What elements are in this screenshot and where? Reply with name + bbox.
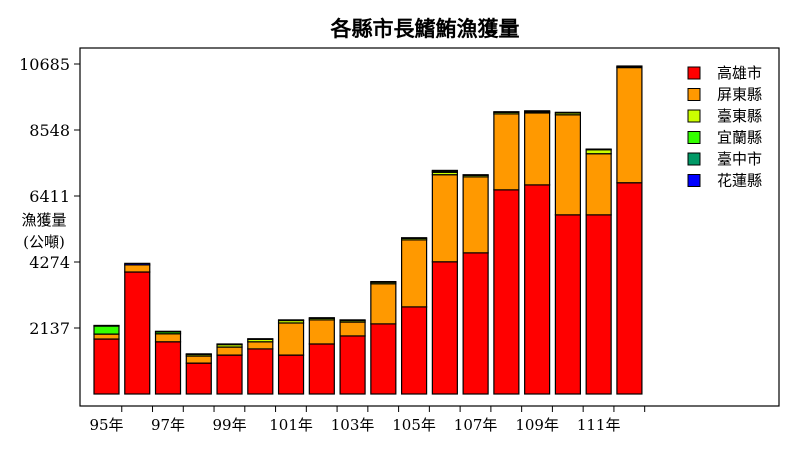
bar-segment-110年-花蓮縣 xyxy=(554,111,582,114)
y-axis-label-line1: 漁獲量 xyxy=(21,211,66,229)
bar-segment-101年-屏東縣 xyxy=(277,322,305,356)
bar-segment-104年-屏東縣 xyxy=(370,283,397,325)
bar-segment-99年-高雄市 xyxy=(216,354,243,395)
bar-segment-106年-花蓮縣 xyxy=(431,169,458,172)
bar-segment-104年-高雄市 xyxy=(370,323,397,395)
y-tick-label: 6411 xyxy=(29,187,70,206)
x-tick-label: 109年 xyxy=(515,416,559,434)
bar-segment-97年-屏東縣 xyxy=(154,333,182,343)
bar-segment-101年-花蓮縣 xyxy=(277,319,305,322)
bar-segment-96年-屏東縣 xyxy=(124,264,151,273)
bar-segment-100年-屏東縣 xyxy=(247,341,274,350)
bar-segment-95年-屏東縣 xyxy=(93,333,120,340)
x-tick-label: 95年 xyxy=(89,416,123,434)
bar-segment-109年-花蓮縣 xyxy=(524,110,551,113)
bar-segment-97年-高雄市 xyxy=(154,341,182,395)
x-tick-label: 97年 xyxy=(151,416,185,434)
legend-label: 臺中市 xyxy=(717,150,762,168)
bar-segment-108年-屏東縣 xyxy=(493,113,520,191)
bar-segment-102年-屏東縣 xyxy=(308,319,335,345)
bar-segment-111年-屏東縣 xyxy=(585,153,612,216)
bar-segment-112年-花蓮縣 xyxy=(616,65,643,68)
bar-segment-107年-花蓮縣 xyxy=(462,174,489,176)
plot-frame xyxy=(79,47,780,407)
bar-segment-97年-花蓮縣 xyxy=(154,330,182,333)
bar-segment-99年-屏東縣 xyxy=(216,346,243,356)
bar-segment-101年-高雄市 xyxy=(277,354,305,395)
bar-segment-99年-花蓮縣 xyxy=(216,343,243,346)
y-tick-label: 8548 xyxy=(29,121,70,140)
bar-segment-95年-宜蘭縣 xyxy=(93,325,120,335)
bar-segment-96年-花蓮縣 xyxy=(124,262,151,266)
bar-segment-111年-花蓮縣 xyxy=(585,148,612,151)
bar-segment-106年-高雄市 xyxy=(431,261,458,395)
y-tick-label: 10685 xyxy=(19,55,70,74)
bar-segment-108年-花蓮縣 xyxy=(493,111,520,113)
x-tick-label: 101年 xyxy=(269,416,313,434)
bar-segment-103年-花蓮縣 xyxy=(339,319,366,322)
bar-segment-112年-屏東縣 xyxy=(616,66,643,184)
x-tick-label: 111年 xyxy=(577,416,621,434)
bar-segment-98年-花蓮縣 xyxy=(185,353,212,356)
bar-segment-108年-高雄市 xyxy=(493,189,520,395)
bar-segment-110年-高雄市 xyxy=(554,214,582,395)
legend-swatch xyxy=(687,66,701,80)
y-axis-label-line2: (公噸) xyxy=(23,233,65,251)
y-tick-label: 2137 xyxy=(29,319,70,338)
bar-segment-104年-花蓮縣 xyxy=(370,280,397,283)
bar-segment-109年-高雄市 xyxy=(524,184,551,395)
legend-swatch xyxy=(687,152,701,166)
legend-swatch xyxy=(687,109,701,123)
bar-segment-102年-高雄市 xyxy=(308,343,335,395)
legend-swatch xyxy=(687,174,701,187)
bar-segment-102年-花蓮縣 xyxy=(308,317,335,319)
legend-swatch xyxy=(687,88,701,101)
y-tick-label: 4274 xyxy=(29,253,70,272)
bar-segment-100年-花蓮縣 xyxy=(247,338,274,340)
legend-label: 宜蘭縣 xyxy=(717,129,762,147)
bar-segment-103年-高雄市 xyxy=(339,335,366,395)
x-tick-label: 107年 xyxy=(454,416,498,434)
bar-segment-100年-高雄市 xyxy=(247,348,274,395)
legend-label: 花蓮縣 xyxy=(717,172,762,190)
legend-label: 高雄市 xyxy=(717,64,762,82)
x-tick-label: 105年 xyxy=(392,416,436,434)
legend-label: 屏東縣 xyxy=(717,86,762,104)
bar-segment-111年-臺東縣 xyxy=(585,149,612,155)
bar-segment-109年-屏東縣 xyxy=(524,112,551,186)
legend-label: 臺東縣 xyxy=(717,107,762,125)
bar-segment-107年-高雄市 xyxy=(462,252,489,395)
bar-segment-98年-高雄市 xyxy=(185,362,212,395)
bar-segment-95年-高雄市 xyxy=(93,338,120,395)
bar-segment-112年-高雄市 xyxy=(616,182,643,395)
bar-segment-103年-屏東縣 xyxy=(339,321,366,337)
bar-segment-105年-花蓮縣 xyxy=(401,237,428,239)
bar-segment-110年-屏東縣 xyxy=(554,114,582,216)
bar-segment-96年-高雄市 xyxy=(124,271,151,395)
bar-segment-95年-花蓮縣 xyxy=(93,324,120,327)
bar-segment-107年-屏東縣 xyxy=(462,176,489,254)
bar-segment-98年-屏東縣 xyxy=(185,355,212,364)
bar-segment-105年-屏東縣 xyxy=(401,239,428,308)
bar-segment-111年-高雄市 xyxy=(585,214,612,395)
bar-segment-106年-屏東縣 xyxy=(431,174,458,263)
legend-swatch xyxy=(687,131,701,144)
x-tick-label: 99年 xyxy=(212,416,246,434)
chart-title: 各縣市長鰭鮪漁獲量 xyxy=(330,16,520,41)
x-tick-label: 103年 xyxy=(331,416,375,434)
bar-segment-105年-高雄市 xyxy=(401,306,428,395)
